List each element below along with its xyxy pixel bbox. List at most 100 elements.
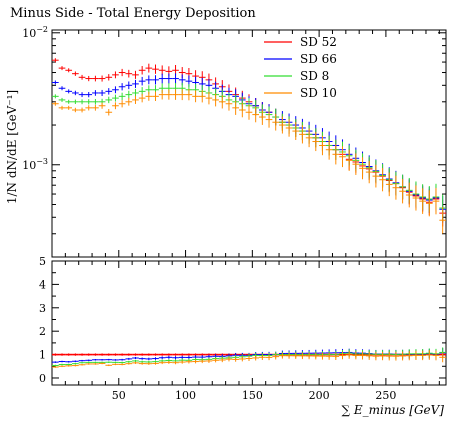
ratio-point: [345, 351, 353, 359]
x-tick-label: 200: [309, 389, 330, 402]
data-point: [72, 71, 79, 76]
ratio-point: [238, 356, 246, 362]
legend-label: SD 52: [300, 35, 337, 49]
data-point: [152, 64, 159, 74]
data-point: [198, 90, 206, 103]
ratio-point: [72, 364, 79, 367]
data-point: [105, 96, 113, 104]
data-point: [145, 63, 153, 73]
data-point: [385, 172, 393, 197]
legend: SD 52 SD 66 SD 8 SD 10: [264, 35, 337, 100]
data-point: [225, 96, 233, 111]
data-point: [279, 116, 286, 134]
ratio-point: [58, 365, 66, 368]
ratio-point: [325, 352, 333, 360]
data-point: [92, 98, 99, 105]
data-point: [105, 109, 113, 116]
data-point: [112, 94, 119, 102]
ratio-y-tick-label: 3: [39, 302, 46, 315]
ratio-point: [58, 353, 66, 356]
series-sd-8: [52, 82, 446, 222]
series-sd-10: [52, 88, 446, 234]
ratio-point: [58, 360, 66, 363]
ratio-point: [158, 356, 166, 360]
data-point: [158, 73, 166, 84]
data-point: [78, 107, 86, 113]
ratio-point: [359, 351, 366, 360]
data-point: [125, 97, 133, 106]
ratio-point: [105, 358, 113, 361]
data-point: [52, 94, 59, 99]
data-point: [85, 99, 93, 105]
ratio-point: [172, 356, 179, 360]
data-point: [145, 75, 153, 85]
ratio-point: [198, 359, 206, 364]
ratio-point: [432, 350, 440, 361]
data-point: [125, 90, 133, 99]
x-axis-label: ∑ E_minus [GeV]: [341, 403, 444, 417]
ratio-point: [92, 358, 99, 361]
ratio-point: [192, 359, 199, 364]
ratio-point: [92, 361, 99, 364]
x-tick-label: 50: [112, 389, 126, 402]
data-point: [412, 185, 420, 211]
ratio-point: [412, 350, 420, 361]
data-point: [245, 104, 253, 120]
ratio-point: [145, 357, 153, 361]
ratio-point: [52, 353, 59, 356]
ratio-point: [65, 365, 73, 367]
data-point: [312, 131, 320, 152]
ratio-point: [52, 366, 59, 368]
ratio-point: [65, 363, 73, 366]
ratio-point: [305, 352, 313, 360]
data-point: [132, 79, 139, 88]
ratio-point: [379, 351, 386, 361]
data-point: [52, 58, 59, 63]
ratio-point: [419, 350, 426, 361]
ratio-point: [105, 361, 113, 364]
data-point: [65, 99, 73, 104]
data-point: [185, 88, 193, 101]
chart-title: Minus Side - Total Energy Deposition: [10, 6, 256, 21]
ratio-point: [178, 353, 186, 356]
ratio-point: [232, 357, 239, 362]
data-point: [399, 179, 406, 204]
data-point: [118, 100, 126, 108]
ratio-y-tick-label: 2: [39, 325, 46, 338]
ratio-point: [145, 353, 153, 356]
data-point: [125, 81, 133, 90]
ratio-point: [252, 355, 260, 361]
data-point: [232, 100, 239, 115]
ratio-point: [319, 352, 326, 360]
data-point: [299, 125, 306, 144]
ratio-point: [245, 355, 253, 361]
ratio-point: [178, 355, 186, 360]
ratio-frame: [51, 260, 447, 386]
ratio-point: [365, 351, 373, 360]
data-point: [172, 73, 179, 84]
main-frame: [51, 29, 447, 258]
y-tick-label: 10−3: [22, 157, 48, 172]
ratio-point: [132, 361, 139, 364]
data-point: [78, 99, 86, 105]
ratio-point: [125, 357, 133, 360]
data-point: [58, 105, 66, 110]
data-point: [285, 119, 293, 137]
data-point: [112, 86, 119, 94]
data-point: [92, 75, 99, 82]
ratio-point: [92, 353, 99, 356]
ratio-point: [92, 363, 99, 365]
data-point: [359, 157, 366, 180]
ratio-point: [259, 354, 266, 360]
ratio-point: [385, 351, 393, 361]
data-point: [365, 160, 373, 184]
data-point: [65, 68, 73, 73]
data-point: [165, 73, 173, 84]
data-point: [58, 66, 66, 71]
data-point: [325, 139, 333, 160]
ratio-plot: 50 100 150 200 250 5 4 3 2 1 0: [39, 255, 447, 402]
data-point: [92, 90, 99, 96]
ratio-y-tick-label: 1: [39, 349, 46, 362]
data-point: [85, 75, 93, 82]
data-point: [252, 106, 260, 123]
